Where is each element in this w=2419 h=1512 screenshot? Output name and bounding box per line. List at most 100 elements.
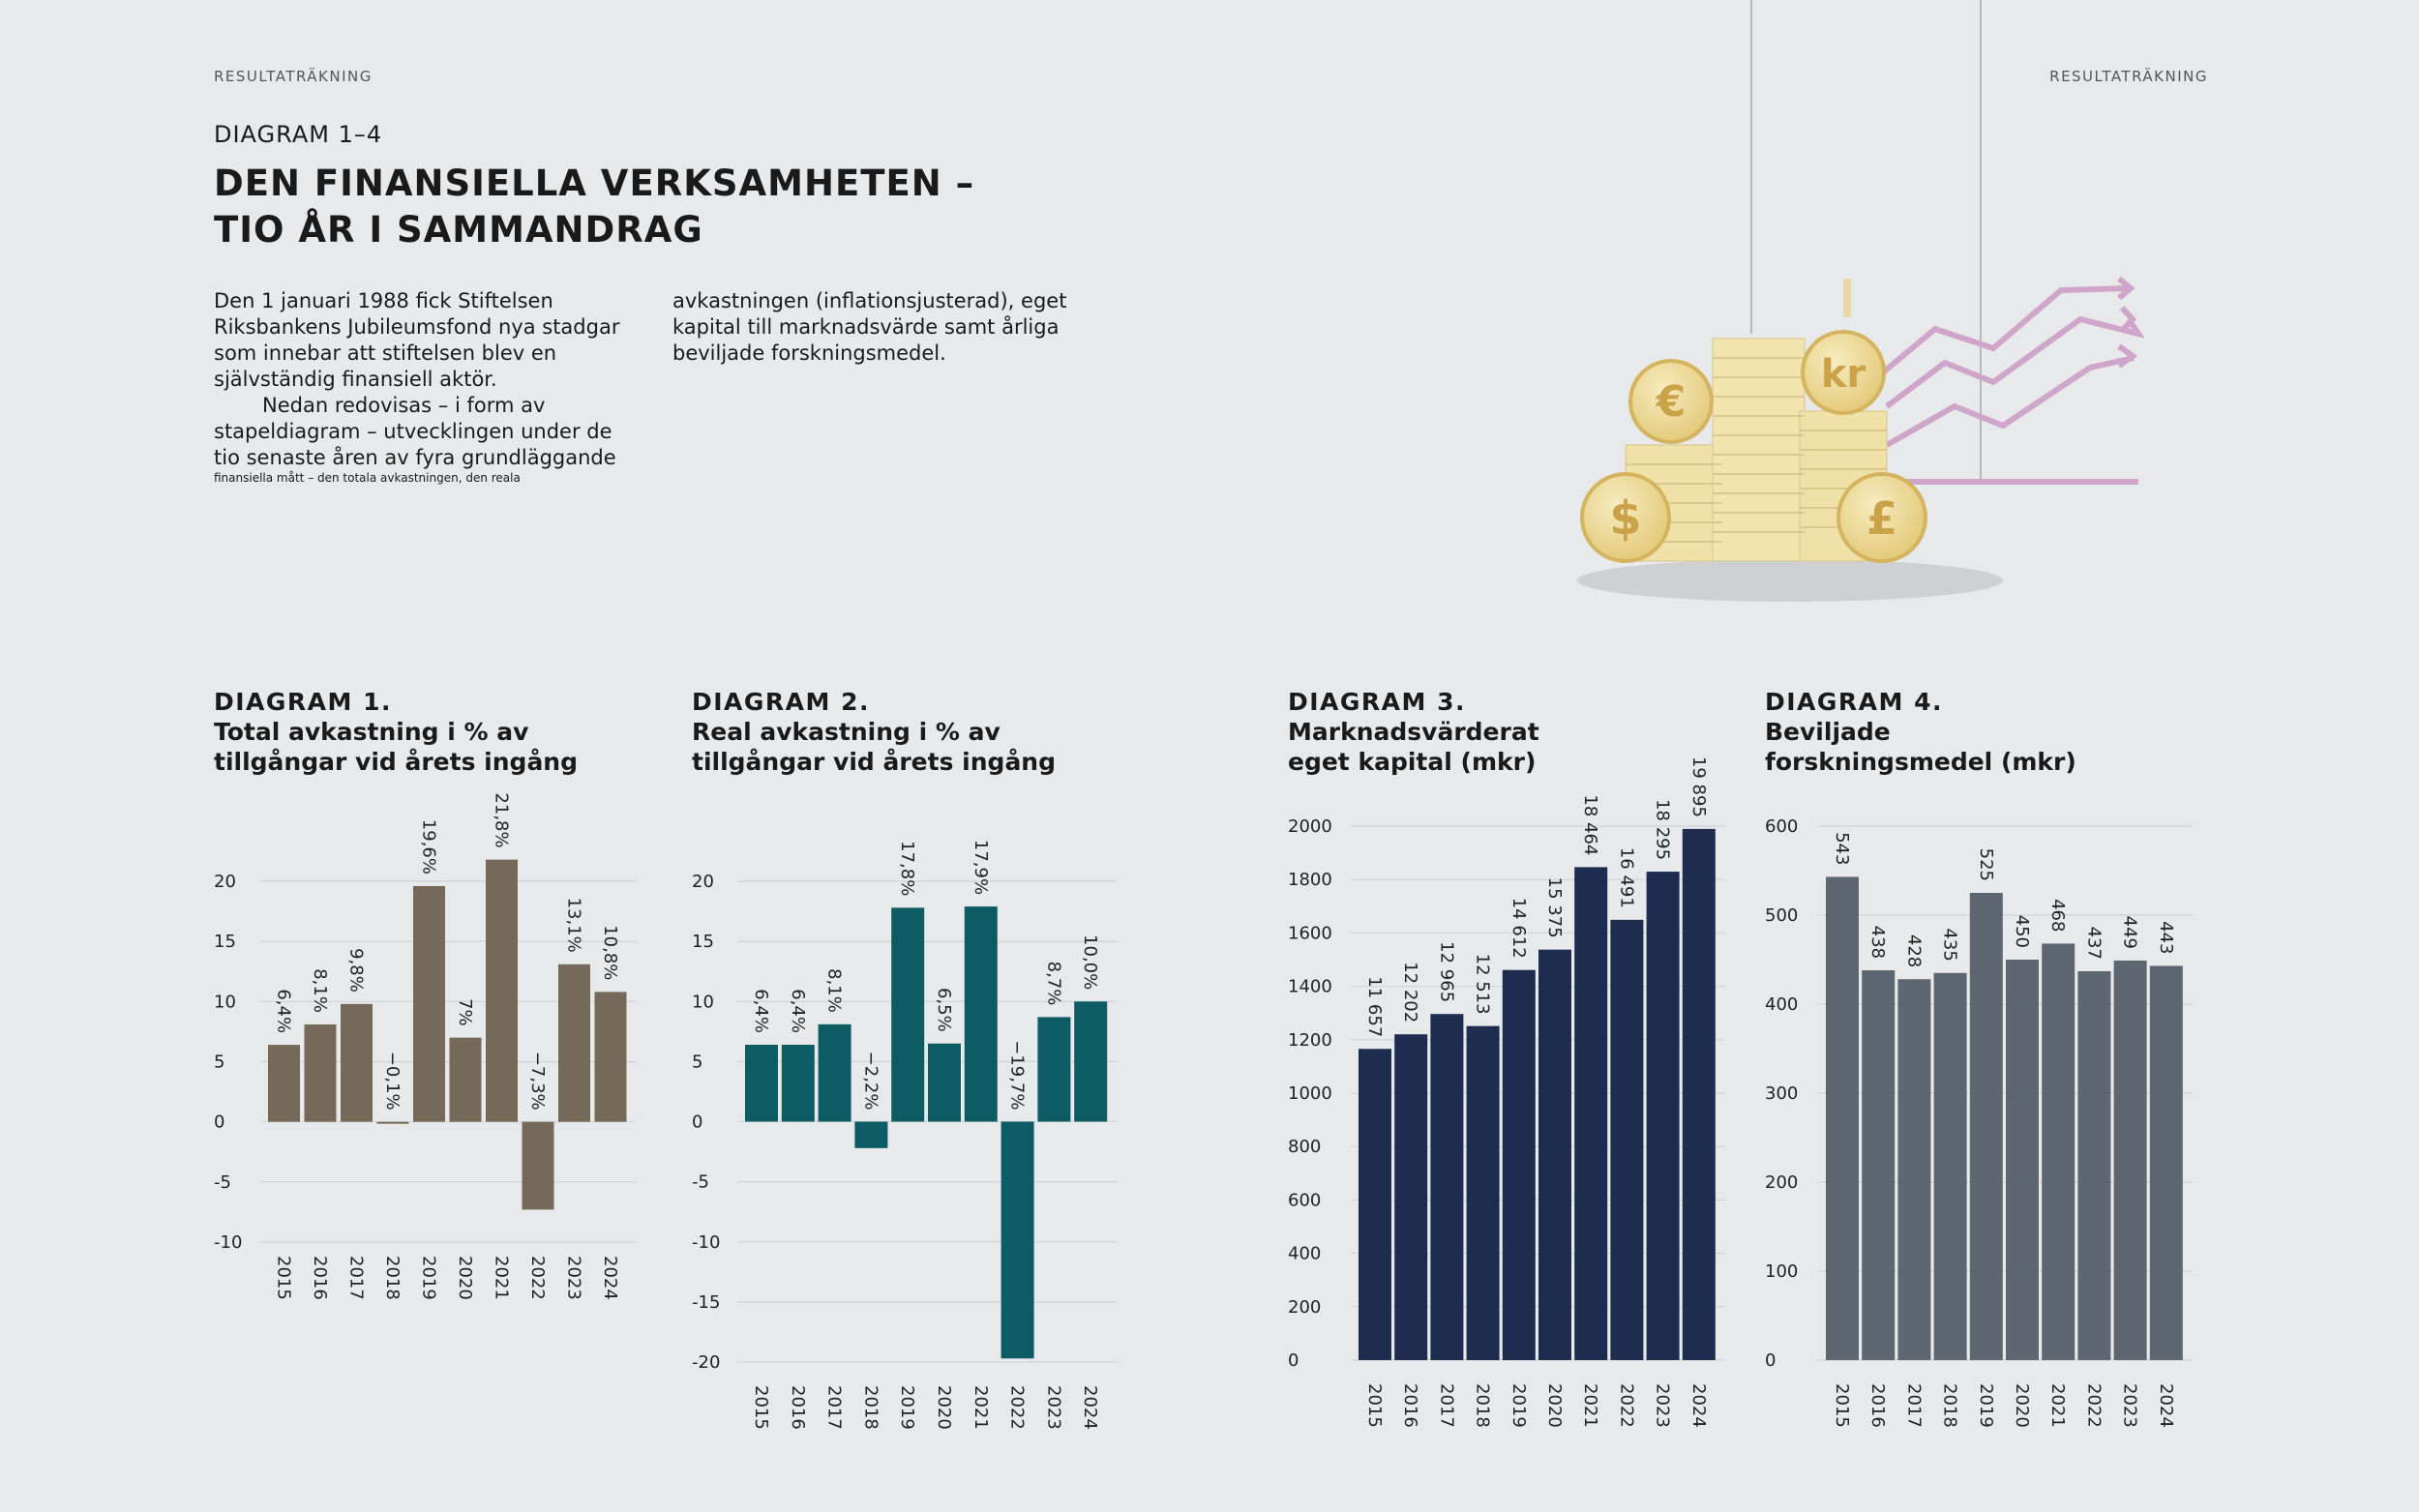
diagram-2-category-label: 2024 <box>1080 1385 1100 1430</box>
diagram-3-value-label: 16 491 <box>1616 847 1636 908</box>
page-title-line-1: DEN FINANSIELLA VERKSAMHETEN – <box>214 163 975 204</box>
diagram-4-ytick-label: 200 <box>1765 1172 1798 1193</box>
diagram-3-value-label: 12 965 <box>1436 941 1456 1002</box>
diagram-2-category-label: 2021 <box>971 1385 991 1430</box>
coin-symbol-1: kr <box>1821 352 1867 397</box>
running-header-right: RESULTATRÄKNING <box>2049 68 2208 85</box>
diagram-3-category-label: 2017 <box>1436 1383 1456 1428</box>
diagram-3-ytick-label: 1200 <box>1288 1030 1332 1051</box>
intro-paragraph-2-small: finansiella mått – den totala avkastning… <box>214 471 521 485</box>
diagram-4-category-label: 2024 <box>2156 1383 2176 1428</box>
diagram-1-number: DIAGRAM 1. <box>214 688 392 716</box>
diagram-2-bar <box>854 1121 888 1148</box>
diagram-3-ytick-label: 800 <box>1288 1137 1321 1157</box>
diagram-3-value-label: 15 375 <box>1544 877 1565 938</box>
diagram-1-title-line-2: tillgångar vid årets ingång <box>214 748 579 776</box>
diagram-2-ytick-label: 5 <box>692 1052 702 1072</box>
diagram-1-ytick-label: 20 <box>214 872 236 892</box>
diagram-3-value-label: 18 464 <box>1580 794 1600 855</box>
diagram-3-value-label: 14 612 <box>1508 898 1529 959</box>
diagram-kicker: DIAGRAM 1–4 <box>214 121 383 148</box>
diagram-1-value-label: 10,8% <box>600 925 620 980</box>
diagram-4-number: DIAGRAM 4. <box>1765 688 1943 716</box>
diagram-1-bar <box>558 964 590 1122</box>
intro-paragraph-3: avkastningen (inflationsjusterad), eget … <box>672 289 1067 365</box>
diagram-1-category-label: 2016 <box>310 1256 330 1300</box>
diagram-1-category-label: 2019 <box>419 1256 439 1300</box>
diagram-3-ytick-label: 2000 <box>1288 816 1332 837</box>
diagram-4-value-label: 437 <box>2083 927 2104 960</box>
diagram-2-ytick-label: 10 <box>692 992 714 1012</box>
diagram-4-category-label: 2022 <box>2083 1383 2104 1428</box>
diagram-3-category-label: 2020 <box>1544 1383 1565 1428</box>
diagram-4-bar <box>1862 970 1896 1360</box>
diagram-2-value-label: 10,0% <box>1080 934 1100 990</box>
diagram-2-ytick-label: -10 <box>692 1232 720 1253</box>
diagram-1-category-label: 2023 <box>564 1256 584 1300</box>
diagram-2-title-line-1: Real avkastning i % av <box>692 718 1000 746</box>
diagram-2-bar <box>745 1044 778 1122</box>
diagram-1-title-line-1: Total avkastning i % av <box>214 718 529 746</box>
diagram-1-category-label: 2015 <box>274 1256 294 1300</box>
diagram-1-bar <box>304 1023 337 1122</box>
intro-paragraph-1: Den 1 januari 1988 fick Stiftelsen Riksb… <box>214 289 620 391</box>
diagram-3-ytick-label: 1000 <box>1288 1083 1332 1104</box>
diagram-4-bar <box>2042 943 2076 1360</box>
page-title-line-2: TIO ÅR I SAMMANDRAG <box>214 209 703 251</box>
diagram-3-category-label: 2016 <box>1400 1383 1420 1428</box>
diagram-2-value-label: −2,2% <box>860 1052 881 1111</box>
diagram-4-value-label: 435 <box>1940 928 1960 961</box>
diagram-3-ytick-label: 1600 <box>1288 923 1332 943</box>
diagram-4-value-label: 525 <box>1976 848 1996 881</box>
diagram-2-bar <box>964 906 998 1122</box>
diagram-1-ytick-label: -5 <box>214 1172 231 1193</box>
diagram-3-number: DIAGRAM 3. <box>1288 688 1466 716</box>
diagram-2-value-label: −19,7% <box>1007 1040 1028 1110</box>
diagram-4-ytick-label: 100 <box>1765 1261 1798 1282</box>
diagram-4-category-label: 2015 <box>1832 1383 1852 1428</box>
diagram-3-category-label: 2021 <box>1580 1383 1600 1428</box>
diagram-3-value-label: 12 513 <box>1473 954 1493 1015</box>
intro-paragraph-2: Nedan redovisas – i form av stapeldiagra… <box>214 394 616 469</box>
diagram-2-category-label: 2022 <box>1007 1385 1028 1430</box>
diagram-1-ytick-label: 10 <box>214 992 236 1012</box>
diagram-2-bar <box>891 907 925 1122</box>
diagram-4-bar <box>1933 972 1967 1360</box>
diagram-1-bar <box>486 859 518 1122</box>
diagram-3-bar <box>1682 828 1716 1360</box>
diagram-2-ytick-label: 20 <box>692 872 714 892</box>
diagram-2-value-label: 17,8% <box>897 841 917 896</box>
diagram-2-bar <box>1000 1121 1034 1359</box>
diagram-4-ytick-label: 0 <box>1765 1350 1776 1371</box>
diagram-4-value-label: 450 <box>2012 915 2032 948</box>
diagram-4-value-label: 428 <box>1903 934 1924 967</box>
diagram-1-category-label: 2021 <box>492 1256 512 1300</box>
diagram-1-bar <box>449 1037 482 1122</box>
diagram-1-category-label: 2018 <box>382 1256 403 1300</box>
diagram-2-bar <box>1037 1017 1071 1122</box>
illustration-shadow <box>1577 559 2003 602</box>
diagram-4-bar <box>2149 965 2183 1360</box>
diagram-4-bar <box>1897 979 1931 1360</box>
diagram-4-value-label: 468 <box>2047 899 2068 932</box>
diagram-2-category-label: 2023 <box>1043 1385 1063 1430</box>
diagram-1-ytick-label: -10 <box>214 1232 242 1253</box>
diagram-1-bar <box>413 885 445 1122</box>
diagram-2-bar <box>781 1044 815 1122</box>
coin-dollar-icon: $ <box>1580 472 1671 563</box>
diagram-4-ytick-label: 300 <box>1765 1083 1798 1104</box>
diagram-4-category-label: 2016 <box>1867 1383 1888 1428</box>
diagram-3-category-label: 2018 <box>1473 1383 1493 1428</box>
diagram-4-category-label: 2021 <box>2047 1383 2068 1428</box>
running-header-left: RESULTATRÄKNING <box>214 68 373 85</box>
diagram-3-ytick-label: 0 <box>1288 1350 1299 1371</box>
diagram-2-title-line-2: tillgångar vid årets ingång <box>692 748 1057 776</box>
page-title: DEN FINANSIELLA VERKSAMHETEN – TIO ÅR I … <box>214 161 1085 253</box>
coin-stacks-icon <box>1625 279 1888 562</box>
diagram-2-heading: DIAGRAM 2. Real avkastning i % av tillgå… <box>692 687 1056 777</box>
coin-krona-icon: kr <box>1801 330 1886 415</box>
diagram-1-value-label: 13,1% <box>564 898 584 953</box>
diagram-3-bar <box>1574 867 1608 1360</box>
diagram-3-category-label: 2022 <box>1616 1383 1636 1428</box>
diagram-4-value-label: 443 <box>2156 921 2176 954</box>
